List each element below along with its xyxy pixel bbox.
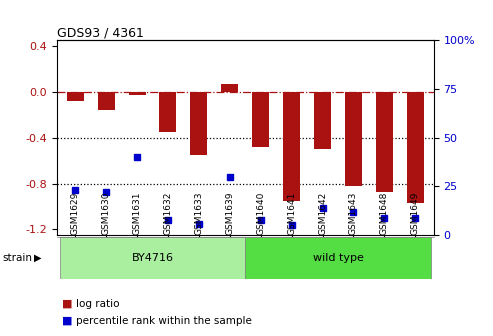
Bar xyxy=(67,92,84,101)
Bar xyxy=(98,92,115,110)
Bar xyxy=(159,92,176,132)
Text: log ratio: log ratio xyxy=(76,299,120,309)
Bar xyxy=(245,237,431,279)
Text: ■: ■ xyxy=(62,299,72,309)
Text: ■: ■ xyxy=(62,316,72,326)
Bar xyxy=(221,84,238,92)
Text: ▶: ▶ xyxy=(34,253,41,263)
Bar xyxy=(314,92,331,149)
Bar xyxy=(407,92,424,203)
Bar xyxy=(283,92,300,201)
Bar xyxy=(252,92,269,147)
Bar xyxy=(190,92,208,155)
Text: BY4716: BY4716 xyxy=(132,253,174,263)
Text: GDS93 / 4361: GDS93 / 4361 xyxy=(57,26,143,39)
Bar xyxy=(60,237,246,279)
Bar xyxy=(376,92,393,192)
Text: percentile rank within the sample: percentile rank within the sample xyxy=(76,316,252,326)
Bar xyxy=(129,92,145,95)
Text: strain: strain xyxy=(2,253,33,263)
Text: wild type: wild type xyxy=(313,253,363,263)
Bar xyxy=(345,92,362,186)
